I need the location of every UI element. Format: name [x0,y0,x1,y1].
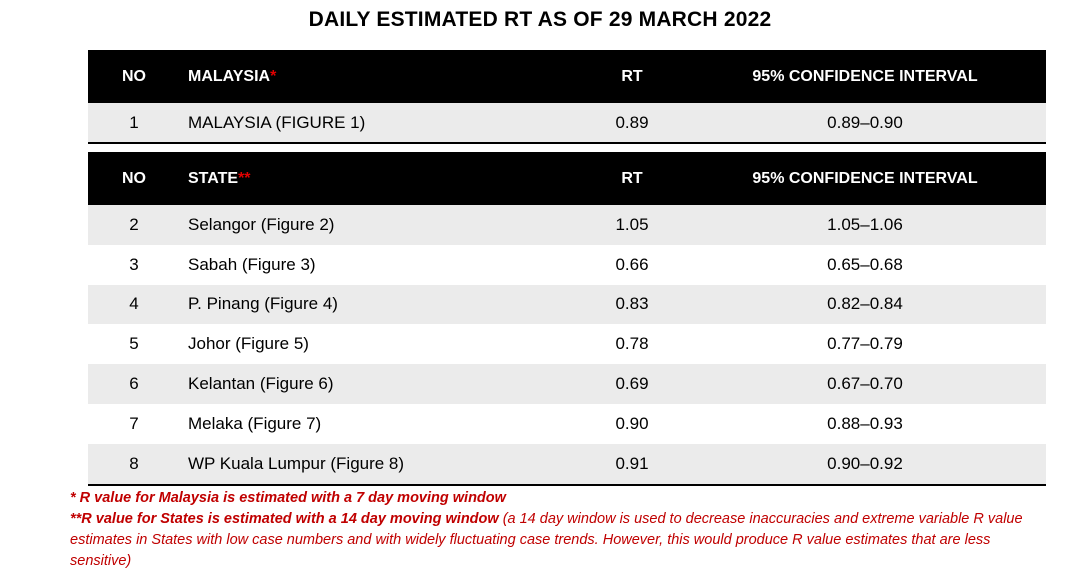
row-ci: 0.88–0.93 [827,413,903,433]
row-no: 7 [129,413,139,433]
table-row: 2 Selangor (Figure 2) 1.05 1.05–1.06 [88,205,1046,245]
row-no: 5 [129,334,139,354]
row-no: 6 [129,374,139,394]
row-ci: 0.89–0.90 [827,112,903,132]
table-row: 6 Kelantan (Figure 6) 0.69 0.67–0.70 [88,364,1046,404]
table-row: 7 Melaka (Figure 7) 0.90 0.88–0.93 [88,403,1046,444]
row-rt: 0.69 [615,374,649,394]
footnote-states: **R value for States is estimated with a… [70,509,1030,572]
row-no: 1 [129,112,139,132]
table-row: 5 Johor (Figure 5) 0.78 0.77–0.79 [88,324,1046,365]
table-row: 3 Sabah (Figure 3) 0.66 0.65–0.68 [88,244,1046,285]
header-state-asterisks: ** [238,169,251,187]
row-name: Kelantan (Figure 6) [188,374,334,394]
table-row: 4 P. Pinang (Figure 4) 0.83 0.82–0.84 [88,284,1046,325]
header-state-label: STATE [188,169,239,187]
header-rt: RT [621,67,643,85]
row-name: Selangor (Figure 2) [188,214,335,234]
malaysia-table-body: 1 MALAYSIA (FIGURE 1) 0.89 0.89–0.90 [88,103,1046,144]
header-no: NO [122,67,146,85]
row-name: Johor (Figure 5) [188,334,309,354]
row-name: MALAYSIA (FIGURE 1) [188,112,366,132]
header-confidence-interval: 95% CONFIDENCE INTERVAL [752,169,978,187]
row-rt: 0.83 [615,294,649,314]
row-ci: 0.90–0.92 [827,453,903,473]
row-no: 2 [129,214,139,234]
row-rt: 0.90 [615,413,649,433]
row-rt: 0.89 [615,112,649,132]
row-name: WP Kuala Lumpur (Figure 8) [188,453,405,473]
header-state: STATE** [180,170,580,188]
footnotes: * R value for Malaysia is estimated with… [70,488,1030,572]
row-ci: 0.67–0.70 [827,374,903,394]
row-rt: 0.91 [615,453,649,473]
state-table: NO STATE** RT 95% CONFIDENCE INTERVAL 2 S… [88,152,1046,486]
header-no: NO [122,169,146,187]
row-name: Sabah (Figure 3) [188,254,316,274]
row-name: P. Pinang (Figure 4) [188,294,338,314]
table-row: 1 MALAYSIA (FIGURE 1) 0.89 0.89–0.90 [88,103,1046,144]
row-ci: 0.65–0.68 [827,254,903,274]
header-malaysia: MALAYSIA* [180,68,580,86]
state-table-body: 2 Selangor (Figure 2) 1.05 1.05–1.06 3 Sabah … [88,205,1046,486]
row-no: 4 [129,294,139,314]
footnote-malaysia-text: * R value for Malaysia is estimated with… [70,490,506,506]
row-name: Melaka (Figure 7) [188,413,322,433]
malaysia-table-header: NO MALAYSIA* RT 95% CONFIDENCE INTERVAL [88,50,1046,103]
page-title: DAILY ESTIMATED RT AS OF 29 MARCH 2022 [308,8,772,31]
row-rt: 0.66 [615,254,649,274]
row-ci: 0.82–0.84 [827,294,903,314]
row-rt: 1.05 [615,214,649,234]
header-rt: RT [621,169,643,187]
malaysia-table: NO MALAYSIA* RT 95% CONFIDENCE INTERVAL … [88,50,1046,144]
header-malaysia-label: MALAYSIA [188,67,271,85]
row-no: 3 [129,254,139,274]
state-table-header: NO STATE** RT 95% CONFIDENCE INTERVAL [88,152,1046,205]
row-ci: 0.77–0.79 [827,334,903,354]
row-rt: 0.78 [615,334,649,354]
header-confidence-interval: 95% CONFIDENCE INTERVAL [752,67,978,85]
footnote-states-bold: **R value for States is estimated with a… [70,511,499,527]
row-ci: 1.05–1.06 [827,214,903,234]
row-no: 8 [129,453,139,473]
header-malaysia-asterisk: * [270,67,277,85]
table-row: 8 WP Kuala Lumpur (Figure 8) 0.91 0.90–0.92 [88,443,1046,486]
footnote-malaysia: * R value for Malaysia is estimated with… [70,488,1030,509]
